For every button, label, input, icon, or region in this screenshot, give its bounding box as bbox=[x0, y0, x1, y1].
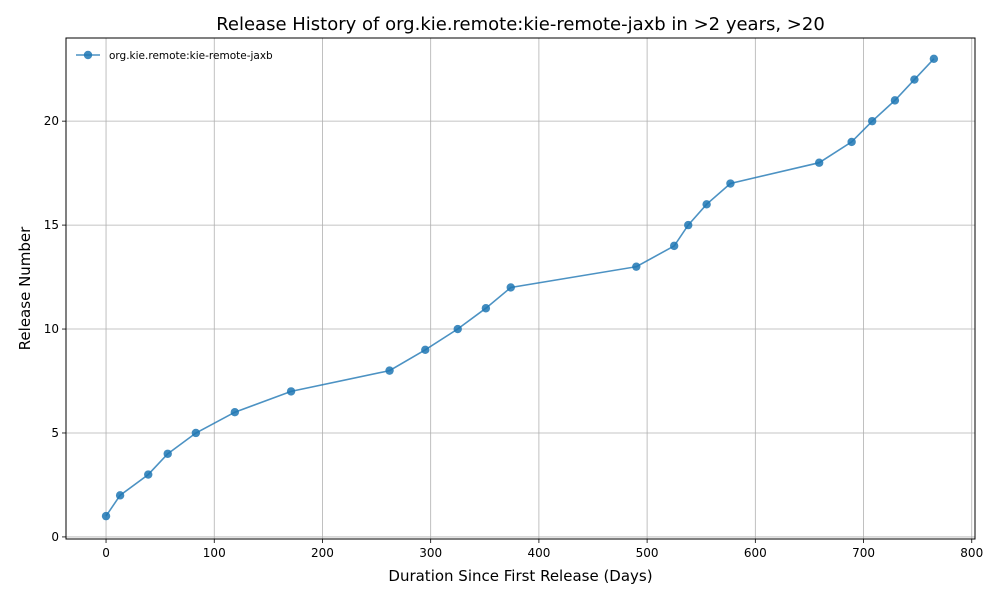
x-tick-label: 600 bbox=[744, 546, 767, 560]
y-tick-label: 5 bbox=[51, 426, 59, 440]
x-tick-label: 700 bbox=[852, 546, 875, 560]
y-tick-label: 15 bbox=[44, 218, 59, 232]
x-tick-label: 300 bbox=[419, 546, 442, 560]
data-point bbox=[115, 491, 125, 500]
legend-dot-marker bbox=[83, 50, 93, 60]
legend: org.kie.remote:kie-remote-jaxb bbox=[76, 50, 273, 62]
data-point bbox=[684, 220, 693, 230]
y-tick-label: 0 bbox=[51, 530, 59, 544]
data-point bbox=[929, 54, 939, 63]
x-tick-label: 400 bbox=[527, 546, 550, 560]
data-point bbox=[481, 304, 491, 313]
data-point bbox=[506, 283, 515, 292]
series-layer bbox=[101, 54, 939, 521]
data-point bbox=[814, 158, 824, 167]
ticks: 0 100 200 300 400 500 600 700 800 0 5 10 15 20 bbox=[44, 114, 983, 560]
data-point bbox=[163, 449, 172, 458]
data-point bbox=[726, 179, 735, 188]
data-point bbox=[910, 75, 919, 84]
x-tick-label: 0 bbox=[102, 546, 110, 560]
x-tick-label: 100 bbox=[203, 546, 226, 560]
x-tick-label: 500 bbox=[636, 546, 659, 560]
y-tick-label: 10 bbox=[44, 322, 59, 336]
chart-title: Release History of org.kie.remote:kie-re… bbox=[216, 14, 825, 35]
data-point bbox=[453, 324, 462, 334]
plot-frame bbox=[65, 37, 976, 540]
x-tick-label: 800 bbox=[960, 546, 983, 560]
data-point bbox=[191, 428, 201, 438]
data-point bbox=[669, 241, 679, 251]
x-axis-label: Duration Since First Release (Days) bbox=[388, 567, 652, 585]
y-tick-label: 20 bbox=[44, 114, 59, 128]
data-point bbox=[632, 262, 641, 271]
data-point bbox=[890, 96, 900, 105]
grid bbox=[66, 38, 975, 539]
data-point bbox=[230, 407, 240, 417]
x-tick-label: 200 bbox=[311, 546, 334, 560]
data-point bbox=[702, 200, 711, 209]
data-point bbox=[385, 366, 394, 375]
data-point bbox=[421, 345, 430, 355]
legend-label: org.kie.remote:kie-remote-jaxb bbox=[109, 50, 273, 62]
data-point bbox=[286, 387, 296, 396]
data-point bbox=[867, 116, 877, 126]
data-point bbox=[101, 511, 111, 521]
data-point bbox=[144, 470, 153, 479]
data-point bbox=[847, 137, 856, 147]
y-axis-label: Release Number bbox=[16, 226, 34, 350]
